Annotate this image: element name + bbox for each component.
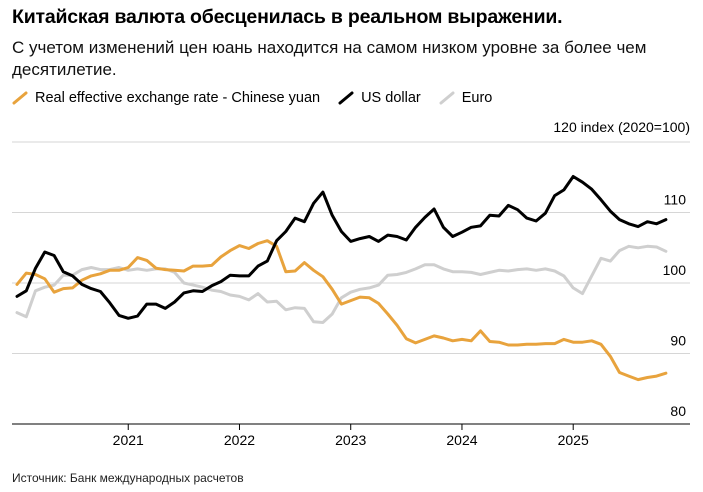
y-tick-label: 80 xyxy=(670,403,686,419)
legend-label-yuan: Real effective exchange rate - Chinese y… xyxy=(35,90,321,106)
chart-subtitle: С учетом изменений цен юань находится на… xyxy=(12,38,647,79)
legend-label-euro: Euro xyxy=(461,90,493,106)
x-tick-label: 2022 xyxy=(224,432,255,448)
y-tick-label: 100 xyxy=(663,262,687,278)
legend-item-euro: Euro xyxy=(439,90,493,106)
x-tick-label: 2025 xyxy=(558,432,589,448)
legend-item-usd: US dollar xyxy=(338,90,421,106)
chart-title: Китайская валюта обесценилась в реальном… xyxy=(12,6,563,28)
y-tick-labels: 80 90 100 110 xyxy=(663,192,687,420)
legend-label-usd: US dollar xyxy=(361,90,421,106)
legend-swatch-yuan xyxy=(12,91,28,105)
source-note: Источник: Банк международных расчетов xyxy=(12,471,244,485)
series-lines xyxy=(15,175,668,382)
legend: Real effective exchange rate - Chinese y… xyxy=(12,90,510,106)
y-tick-label: 90 xyxy=(670,333,686,349)
y-axis-unit-label: 120 index (2020=100) xyxy=(553,119,690,135)
x-axis: 2021 2022 2023 2024 2025 xyxy=(12,423,690,448)
legend-swatch-euro xyxy=(439,91,455,105)
series-line-yuan xyxy=(15,239,668,382)
x-tick-label: 2023 xyxy=(335,432,366,448)
gridlines xyxy=(12,141,690,354)
x-tick-label: 2024 xyxy=(446,432,477,448)
legend-swatch-usd xyxy=(338,91,354,105)
x-tick-label: 2021 xyxy=(113,432,144,448)
y-tick-label: 110 xyxy=(664,192,687,208)
legend-item-yuan: Real effective exchange rate - Chinese y… xyxy=(12,90,320,106)
series-line-usd xyxy=(15,175,668,320)
